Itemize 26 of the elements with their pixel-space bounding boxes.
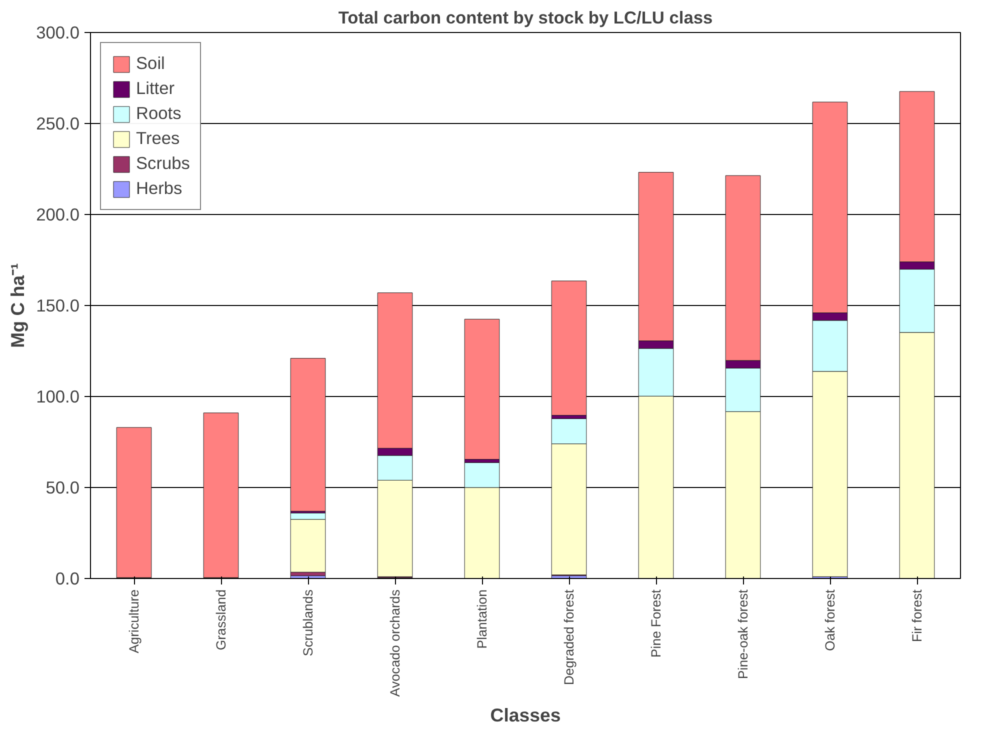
y-tick-label: 300.0 xyxy=(36,22,80,42)
x-tick-label: Degraded forest xyxy=(562,589,576,686)
legend-label: Herbs xyxy=(136,178,182,199)
x-tick-label: Scrublands xyxy=(300,589,316,656)
x-axis-title: Classes xyxy=(490,704,561,726)
x-tick-label: Fir forest xyxy=(910,589,924,642)
y-tick-label: 50.0 xyxy=(46,478,80,498)
x-tick-label: Avocado orchards xyxy=(388,589,402,697)
legend-label: Litter xyxy=(136,78,175,99)
y-tick-label: 200.0 xyxy=(36,204,80,224)
legend-label: Soil xyxy=(136,53,165,74)
y-tick-label: 100.0 xyxy=(36,386,80,406)
legend-label: Trees xyxy=(136,128,180,149)
y-axis-title: Mg C ha⁻¹ xyxy=(7,263,28,348)
y-tick-label: 250.0 xyxy=(36,114,80,134)
x-tick-label: Oak forest xyxy=(822,589,838,651)
legend-label: Scrubs xyxy=(136,153,190,174)
x-tick-label: Plantation xyxy=(474,590,490,649)
x-tick-label: Pine Forest xyxy=(648,589,664,658)
legend-label: Roots xyxy=(136,103,182,124)
x-tick-label: Agriculture xyxy=(126,589,142,654)
y-tick-label: 150.0 xyxy=(36,296,80,316)
y-tick-label: 0.0 xyxy=(55,568,80,588)
x-tick-label: Grassland xyxy=(214,589,228,650)
chart-title: Total carbon content by stock by LC/LU class xyxy=(338,8,713,28)
x-tick-label: Pine-oak forest xyxy=(736,589,750,680)
